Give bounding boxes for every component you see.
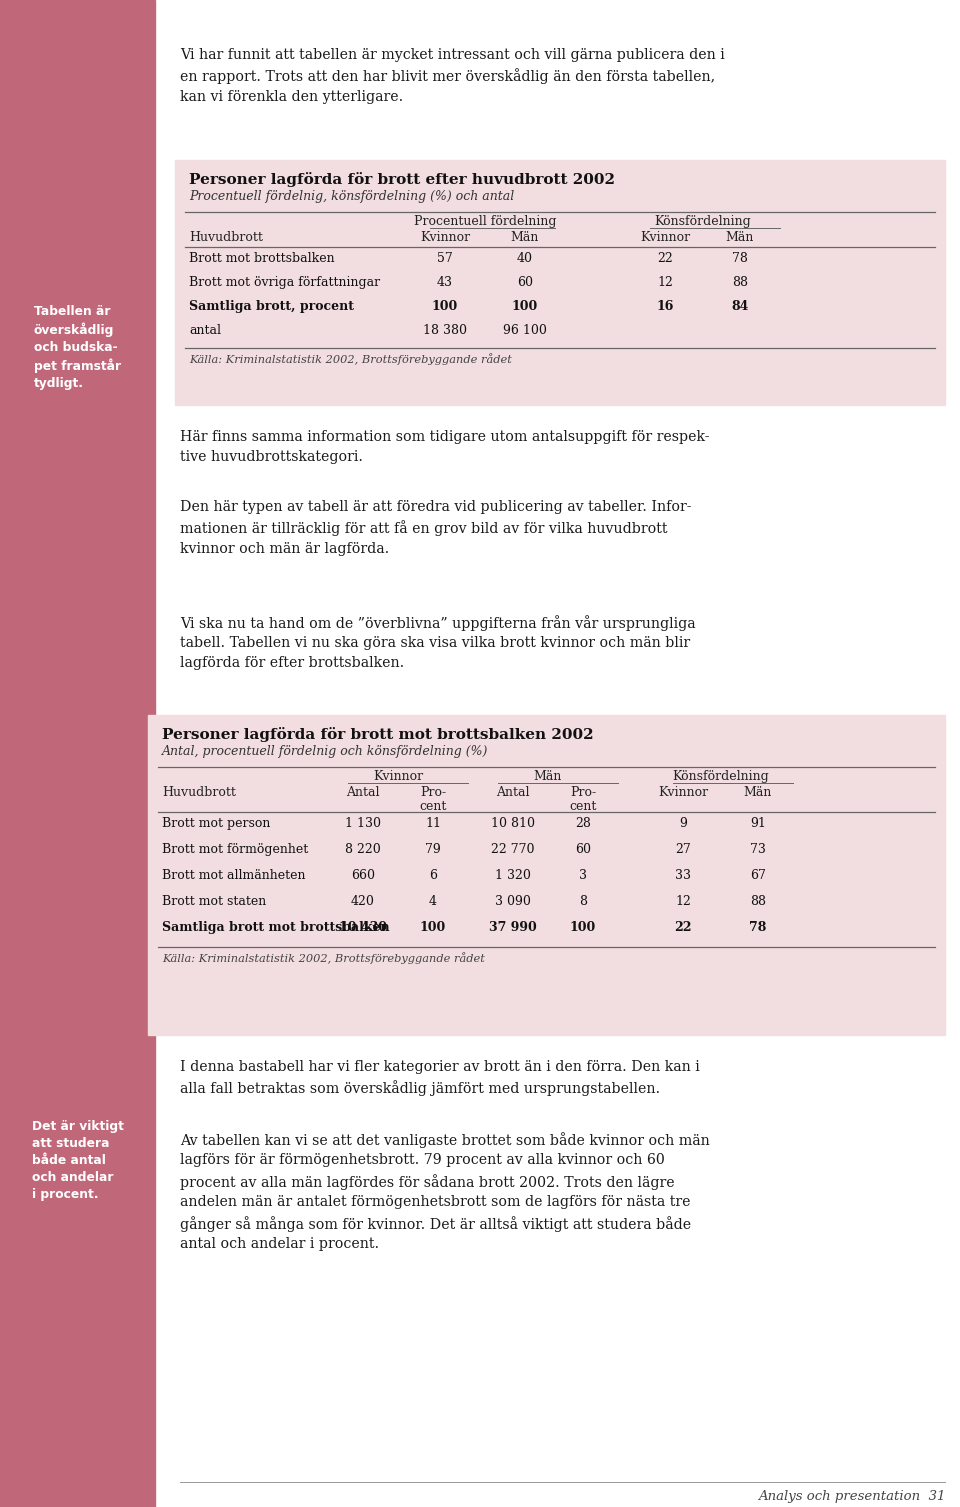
Text: Analys och presentation  31: Analys och presentation 31 (757, 1490, 945, 1502)
Text: Antal: Antal (496, 787, 530, 799)
Text: 12: 12 (657, 276, 673, 289)
Text: 27: 27 (675, 842, 691, 856)
Text: 60: 60 (517, 276, 533, 289)
Text: 73: 73 (750, 842, 766, 856)
Text: 8: 8 (579, 895, 587, 909)
Text: 22: 22 (674, 921, 692, 934)
Bar (0, 0, 155, 1507)
Text: 1 130: 1 130 (345, 817, 381, 830)
Text: 100: 100 (432, 300, 458, 313)
Text: Den här typen av tabell är att föredra vid publicering av tabeller. Infor-
matio: Den här typen av tabell är att föredra v… (180, 500, 691, 556)
Text: Könsfördelning: Könsfördelning (654, 216, 751, 228)
Text: Män: Män (511, 231, 540, 244)
Text: 37 990: 37 990 (490, 921, 537, 934)
Text: Kvinnor: Kvinnor (420, 231, 470, 244)
Text: I denna bastabell har vi fler kategorier av brott än i den förra. Den kan i
alla: I denna bastabell har vi fler kategorier… (180, 1059, 700, 1096)
Text: Av tabellen kan vi se att det vanligaste brottet som både kvinnor och män
lagför: Av tabellen kan vi se att det vanligaste… (180, 1132, 709, 1251)
Text: Män: Män (726, 231, 755, 244)
Text: 1 320: 1 320 (495, 870, 531, 882)
Text: Pro-
cent: Pro- cent (420, 787, 446, 812)
Text: Män: Män (534, 770, 563, 784)
Text: 10 430: 10 430 (339, 921, 387, 934)
Text: Brott mot övriga författningar: Brott mot övriga författningar (189, 276, 380, 289)
Text: Pro-
cent: Pro- cent (569, 787, 597, 812)
Text: 420: 420 (351, 895, 375, 909)
Text: Vi ska nu ta hand om de ”överblivna” uppgifterna från vår ursprungliga
tabell. T: Vi ska nu ta hand om de ”överblivna” upp… (180, 615, 696, 671)
Text: 28: 28 (575, 817, 591, 830)
Text: Procentuell fördelnig, könsfördelning (%) och antal: Procentuell fördelnig, könsfördelning (%… (189, 190, 515, 203)
Text: 40: 40 (517, 252, 533, 265)
Text: Här finns samma information som tidigare utom antalsuppgift för respek-
tive huv: Här finns samma information som tidigare… (180, 429, 709, 464)
Text: 22: 22 (658, 252, 673, 265)
Text: 6: 6 (429, 870, 437, 882)
Text: 43: 43 (437, 276, 453, 289)
Text: 100: 100 (420, 921, 446, 934)
Text: 67: 67 (750, 870, 766, 882)
Text: Brott mot brottsbalken: Brott mot brottsbalken (189, 252, 335, 265)
Text: 4: 4 (429, 895, 437, 909)
Text: 18 380: 18 380 (423, 324, 467, 338)
Text: Tabellen är
överskådlig
och budska-
pet framstår
tydligt.: Tabellen är överskådlig och budska- pet … (34, 304, 121, 390)
Text: antal: antal (189, 324, 221, 338)
Text: Brott mot staten: Brott mot staten (162, 895, 266, 909)
Text: Kvinnor: Kvinnor (658, 787, 708, 799)
Text: 78: 78 (732, 252, 748, 265)
Text: 78: 78 (750, 921, 767, 934)
Text: 22 770: 22 770 (492, 842, 535, 856)
Text: 88: 88 (750, 895, 766, 909)
Text: 3 090: 3 090 (495, 895, 531, 909)
Text: Brott mot person: Brott mot person (162, 817, 271, 830)
Text: Brott mot förmögenhet: Brott mot förmögenhet (162, 842, 308, 856)
Text: 100: 100 (570, 921, 596, 934)
Text: Antal: Antal (347, 787, 380, 799)
Text: Kvinnor: Kvinnor (640, 231, 690, 244)
Text: 100: 100 (512, 300, 539, 313)
Text: 8 220: 8 220 (346, 842, 381, 856)
Text: Källa: Kriminalstatistik 2002, Brottsförebyggande rådet: Källa: Kriminalstatistik 2002, Brottsför… (162, 952, 485, 964)
Text: Källa: Kriminalstatistik 2002, Brottsförebyggande rådet: Källa: Kriminalstatistik 2002, Brottsför… (189, 353, 512, 365)
Text: Personer lagförda för brott efter huvudbrott 2002: Personer lagförda för brott efter huvudb… (189, 172, 615, 187)
Text: Procentuell fördelning: Procentuell fördelning (414, 216, 556, 228)
Text: 88: 88 (732, 276, 748, 289)
Text: 57: 57 (437, 252, 453, 265)
Text: Brott mot allmänheten: Brott mot allmänheten (162, 870, 305, 882)
Text: Samtliga brott, procent: Samtliga brott, procent (189, 300, 354, 313)
Text: 91: 91 (750, 817, 766, 830)
Text: Kvinnor: Kvinnor (372, 770, 423, 784)
Bar (175, 160, 945, 405)
Text: Vi har funnit att tabellen är mycket intressant och vill gärna publicera den i
e: Vi har funnit att tabellen är mycket int… (180, 48, 725, 104)
Text: 96 100: 96 100 (503, 324, 547, 338)
Text: Personer lagförda för brott mot brottsbalken 2002: Personer lagförda för brott mot brottsba… (162, 726, 593, 741)
Text: 84: 84 (732, 300, 749, 313)
Text: 660: 660 (351, 870, 375, 882)
Text: 11: 11 (425, 817, 441, 830)
Text: Samtliga brott mot brottsbalken: Samtliga brott mot brottsbalken (162, 921, 390, 934)
Text: Könsfördelning: Könsfördelning (672, 770, 769, 784)
Text: 60: 60 (575, 842, 591, 856)
Text: 16: 16 (657, 300, 674, 313)
Bar (148, 714, 945, 1035)
Text: 3: 3 (579, 870, 587, 882)
Text: 33: 33 (675, 870, 691, 882)
Text: Huvudbrott: Huvudbrott (162, 787, 236, 799)
Text: 10 810: 10 810 (491, 817, 535, 830)
Text: 79: 79 (425, 842, 441, 856)
Text: 12: 12 (675, 895, 691, 909)
Text: Antal, procentuell fördelnig och könsfördelning (%): Antal, procentuell fördelnig och könsför… (162, 744, 489, 758)
Text: Det är viktigt
att studera
både antal
och andelar
i procent.: Det är viktigt att studera både antal oc… (32, 1120, 124, 1201)
Text: Huvudbrott: Huvudbrott (189, 231, 263, 244)
Text: 9: 9 (679, 817, 687, 830)
Text: Män: Män (744, 787, 772, 799)
